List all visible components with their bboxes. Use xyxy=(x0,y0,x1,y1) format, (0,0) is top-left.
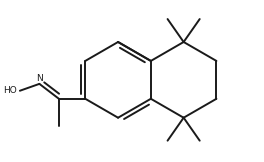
Text: N: N xyxy=(36,74,43,83)
Text: HO: HO xyxy=(3,86,16,95)
